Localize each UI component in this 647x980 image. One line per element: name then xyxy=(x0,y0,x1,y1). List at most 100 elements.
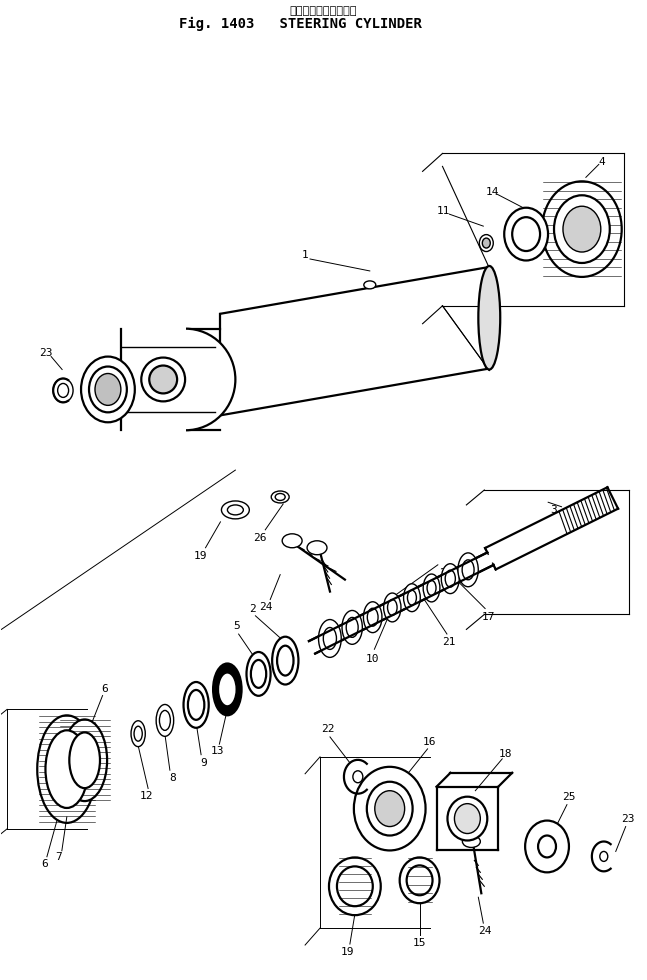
Ellipse shape xyxy=(89,367,127,413)
Text: 9: 9 xyxy=(201,758,208,767)
Ellipse shape xyxy=(525,820,569,872)
Text: 13: 13 xyxy=(211,746,224,757)
Text: 23: 23 xyxy=(39,348,53,358)
Text: 8: 8 xyxy=(170,773,176,783)
Ellipse shape xyxy=(554,195,609,263)
Text: 4: 4 xyxy=(598,158,605,168)
Ellipse shape xyxy=(408,590,417,606)
Text: 26: 26 xyxy=(254,533,267,543)
Bar xyxy=(116,326,186,432)
Ellipse shape xyxy=(354,766,426,851)
Ellipse shape xyxy=(427,580,436,596)
Ellipse shape xyxy=(504,208,548,261)
Ellipse shape xyxy=(329,858,380,915)
Text: 3: 3 xyxy=(550,506,556,515)
Text: 25: 25 xyxy=(562,792,576,802)
Ellipse shape xyxy=(463,836,480,848)
Ellipse shape xyxy=(131,720,146,747)
Ellipse shape xyxy=(423,574,440,602)
Ellipse shape xyxy=(346,617,358,637)
Ellipse shape xyxy=(81,357,135,422)
Ellipse shape xyxy=(136,328,236,430)
Ellipse shape xyxy=(156,705,173,736)
Ellipse shape xyxy=(58,383,69,398)
Ellipse shape xyxy=(563,206,601,252)
Ellipse shape xyxy=(221,501,249,518)
Text: 5: 5 xyxy=(234,621,240,631)
Ellipse shape xyxy=(141,358,185,402)
Text: 17: 17 xyxy=(116,357,129,367)
Text: 22: 22 xyxy=(321,724,334,734)
Ellipse shape xyxy=(353,771,363,783)
Ellipse shape xyxy=(337,866,373,907)
Ellipse shape xyxy=(454,804,480,834)
Ellipse shape xyxy=(384,593,401,622)
Ellipse shape xyxy=(542,181,622,277)
Ellipse shape xyxy=(227,505,243,514)
Ellipse shape xyxy=(149,366,177,393)
Ellipse shape xyxy=(272,637,298,684)
Ellipse shape xyxy=(388,600,397,615)
Ellipse shape xyxy=(247,652,270,696)
Ellipse shape xyxy=(251,660,266,688)
Ellipse shape xyxy=(538,836,556,858)
Text: 6: 6 xyxy=(101,684,108,694)
Ellipse shape xyxy=(448,797,487,841)
Ellipse shape xyxy=(364,281,376,289)
Ellipse shape xyxy=(271,491,289,503)
Ellipse shape xyxy=(441,564,459,594)
Text: ステアリングシリンダ: ステアリングシリンダ xyxy=(289,6,356,16)
Text: 24: 24 xyxy=(259,603,273,612)
Text: 19: 19 xyxy=(341,947,355,957)
Ellipse shape xyxy=(282,534,302,548)
Text: 1: 1 xyxy=(302,250,309,260)
Text: 18: 18 xyxy=(498,749,512,759)
Text: 14: 14 xyxy=(485,187,499,197)
Ellipse shape xyxy=(62,719,107,801)
Text: 15: 15 xyxy=(413,938,426,948)
Text: 10: 10 xyxy=(366,655,379,664)
Ellipse shape xyxy=(38,715,96,823)
Ellipse shape xyxy=(367,782,413,836)
Text: 17: 17 xyxy=(481,612,495,621)
Ellipse shape xyxy=(218,672,237,707)
Ellipse shape xyxy=(324,627,336,650)
Text: Fig. 1403   STEERING CYLINDER: Fig. 1403 STEERING CYLINDER xyxy=(179,17,422,31)
Ellipse shape xyxy=(445,570,455,587)
Ellipse shape xyxy=(188,690,204,720)
Ellipse shape xyxy=(404,584,421,612)
Ellipse shape xyxy=(307,541,327,555)
Ellipse shape xyxy=(159,710,170,730)
Text: 23: 23 xyxy=(621,813,635,823)
Text: 16: 16 xyxy=(422,737,436,747)
Text: 19: 19 xyxy=(194,551,207,561)
Ellipse shape xyxy=(318,619,341,658)
Ellipse shape xyxy=(45,730,88,808)
Text: 20: 20 xyxy=(439,567,452,578)
Ellipse shape xyxy=(482,238,490,248)
Ellipse shape xyxy=(512,218,540,251)
Ellipse shape xyxy=(600,852,608,861)
Ellipse shape xyxy=(53,378,73,403)
Ellipse shape xyxy=(407,865,433,896)
Text: 24: 24 xyxy=(479,926,492,936)
Text: 7: 7 xyxy=(56,852,62,861)
Ellipse shape xyxy=(134,726,142,741)
Ellipse shape xyxy=(69,732,100,788)
Ellipse shape xyxy=(462,560,474,580)
Ellipse shape xyxy=(213,663,241,715)
Ellipse shape xyxy=(364,602,382,633)
Ellipse shape xyxy=(375,791,404,826)
Ellipse shape xyxy=(458,553,478,587)
Ellipse shape xyxy=(478,266,500,369)
Ellipse shape xyxy=(95,373,121,406)
Text: 6: 6 xyxy=(41,858,49,868)
Text: 12: 12 xyxy=(139,792,153,802)
Text: 2: 2 xyxy=(249,604,256,613)
Text: 21: 21 xyxy=(442,637,455,647)
Text: 11: 11 xyxy=(437,206,450,217)
Ellipse shape xyxy=(184,682,209,728)
Ellipse shape xyxy=(367,609,378,626)
Ellipse shape xyxy=(342,611,362,644)
Ellipse shape xyxy=(479,234,493,252)
